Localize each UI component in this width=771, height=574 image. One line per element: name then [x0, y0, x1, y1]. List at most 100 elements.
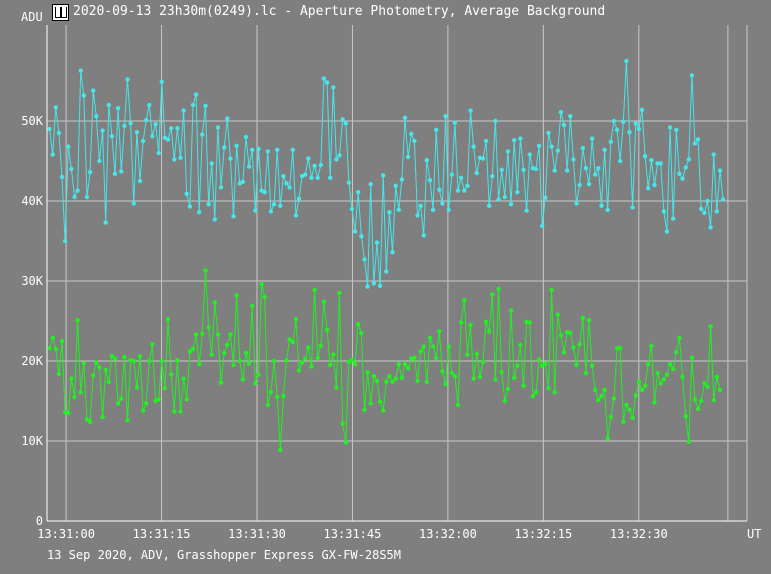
data-point-1 [240, 377, 246, 382]
data-point-0 [59, 174, 65, 180]
data-point-1 [365, 370, 370, 375]
data-point-0 [193, 92, 199, 97]
series-line-0 [49, 60, 724, 287]
data-point-0 [303, 172, 308, 177]
data-point-0 [359, 234, 364, 239]
data-point-0 [324, 80, 330, 85]
data-point-1 [212, 300, 217, 305]
data-point-1 [222, 350, 227, 356]
data-point-1 [337, 290, 342, 296]
data-point-0 [449, 172, 454, 177]
data-point-1 [502, 398, 507, 404]
data-point-0 [608, 139, 613, 144]
data-point-1 [103, 367, 108, 372]
data-point-0 [533, 166, 539, 172]
data-point-0 [112, 171, 118, 176]
data-point-0 [415, 213, 420, 218]
data-point-0 [246, 164, 252, 169]
data-point-0 [250, 147, 255, 152]
data-point-1 [483, 319, 489, 324]
data-point-1 [402, 362, 408, 367]
data-point-0 [490, 174, 495, 179]
data-point-0 [346, 180, 352, 185]
data-point-1 [658, 381, 663, 386]
data-point-0 [405, 154, 411, 160]
data-point-0 [589, 136, 595, 141]
data-point-0 [275, 147, 280, 152]
data-point-1 [546, 386, 551, 391]
data-point-0 [287, 185, 292, 190]
data-point-1 [714, 374, 719, 380]
data-point-0 [527, 152, 532, 157]
data-point-1 [708, 324, 713, 329]
data-point-1 [605, 436, 610, 441]
data-point-0 [334, 157, 339, 162]
data-point-0 [150, 134, 155, 139]
data-point-1 [399, 375, 405, 380]
data-point-1 [574, 362, 579, 368]
data-point-0 [402, 115, 408, 121]
data-point-0 [94, 114, 99, 119]
data-point-1 [296, 368, 302, 373]
data-point-1 [642, 383, 648, 388]
data-point-1 [630, 415, 635, 420]
data-point-1 [674, 350, 679, 355]
data-point-0 [365, 284, 370, 289]
data-point-1 [568, 330, 573, 336]
data-point-1 [225, 342, 230, 348]
data-point-1 [106, 379, 112, 384]
data-point-1 [134, 385, 140, 390]
data-point-0 [371, 281, 376, 286]
data-point-1 [53, 346, 58, 352]
data-point-0 [399, 177, 405, 182]
data-point-0 [418, 203, 423, 208]
data-point-0 [119, 169, 124, 174]
data-point-0 [396, 207, 401, 212]
data-point-0 [502, 194, 507, 200]
data-point-0 [147, 102, 152, 108]
data-point-0 [518, 136, 523, 141]
data-point-1 [646, 362, 651, 367]
data-point-1 [231, 362, 236, 368]
data-point-1 [84, 417, 90, 422]
y-tick-label: 50K [21, 114, 43, 128]
data-point-0 [184, 191, 189, 196]
data-point-0 [455, 188, 461, 193]
data-point-1 [577, 342, 582, 347]
data-point-1 [256, 372, 261, 377]
data-point-0 [561, 122, 567, 128]
data-point-1 [518, 342, 523, 348]
data-point-0 [187, 204, 193, 209]
data-point-0 [493, 118, 498, 124]
data-point-1 [686, 439, 691, 444]
data-point-0 [331, 85, 336, 90]
data-point-1 [512, 375, 517, 380]
data-point-1 [474, 351, 479, 356]
data-point-0 [552, 168, 557, 173]
data-point-0 [203, 103, 208, 109]
data-point-1 [455, 402, 461, 408]
data-point-1 [702, 381, 707, 386]
data-point-0 [443, 114, 448, 119]
data-point-0 [128, 121, 133, 126]
data-point-1 [471, 376, 476, 381]
data-point-0 [674, 127, 679, 132]
data-point-0 [384, 269, 389, 274]
data-point-0 [81, 93, 87, 98]
data-point-1 [505, 386, 511, 392]
data-point-0 [677, 171, 682, 176]
data-point-1 [268, 390, 274, 395]
data-point-0 [412, 138, 417, 144]
data-point-1 [162, 386, 168, 391]
data-point-1 [496, 286, 501, 292]
data-point-1 [315, 355, 320, 360]
data-point-1 [69, 376, 74, 381]
data-point-1 [458, 320, 464, 325]
data-point-0 [72, 194, 77, 200]
data-point-1 [608, 414, 613, 420]
data-point-1 [618, 346, 623, 351]
data-point-0 [156, 150, 161, 156]
data-point-0 [474, 170, 479, 176]
data-point-0 [368, 182, 373, 187]
data-point-1 [109, 354, 115, 359]
